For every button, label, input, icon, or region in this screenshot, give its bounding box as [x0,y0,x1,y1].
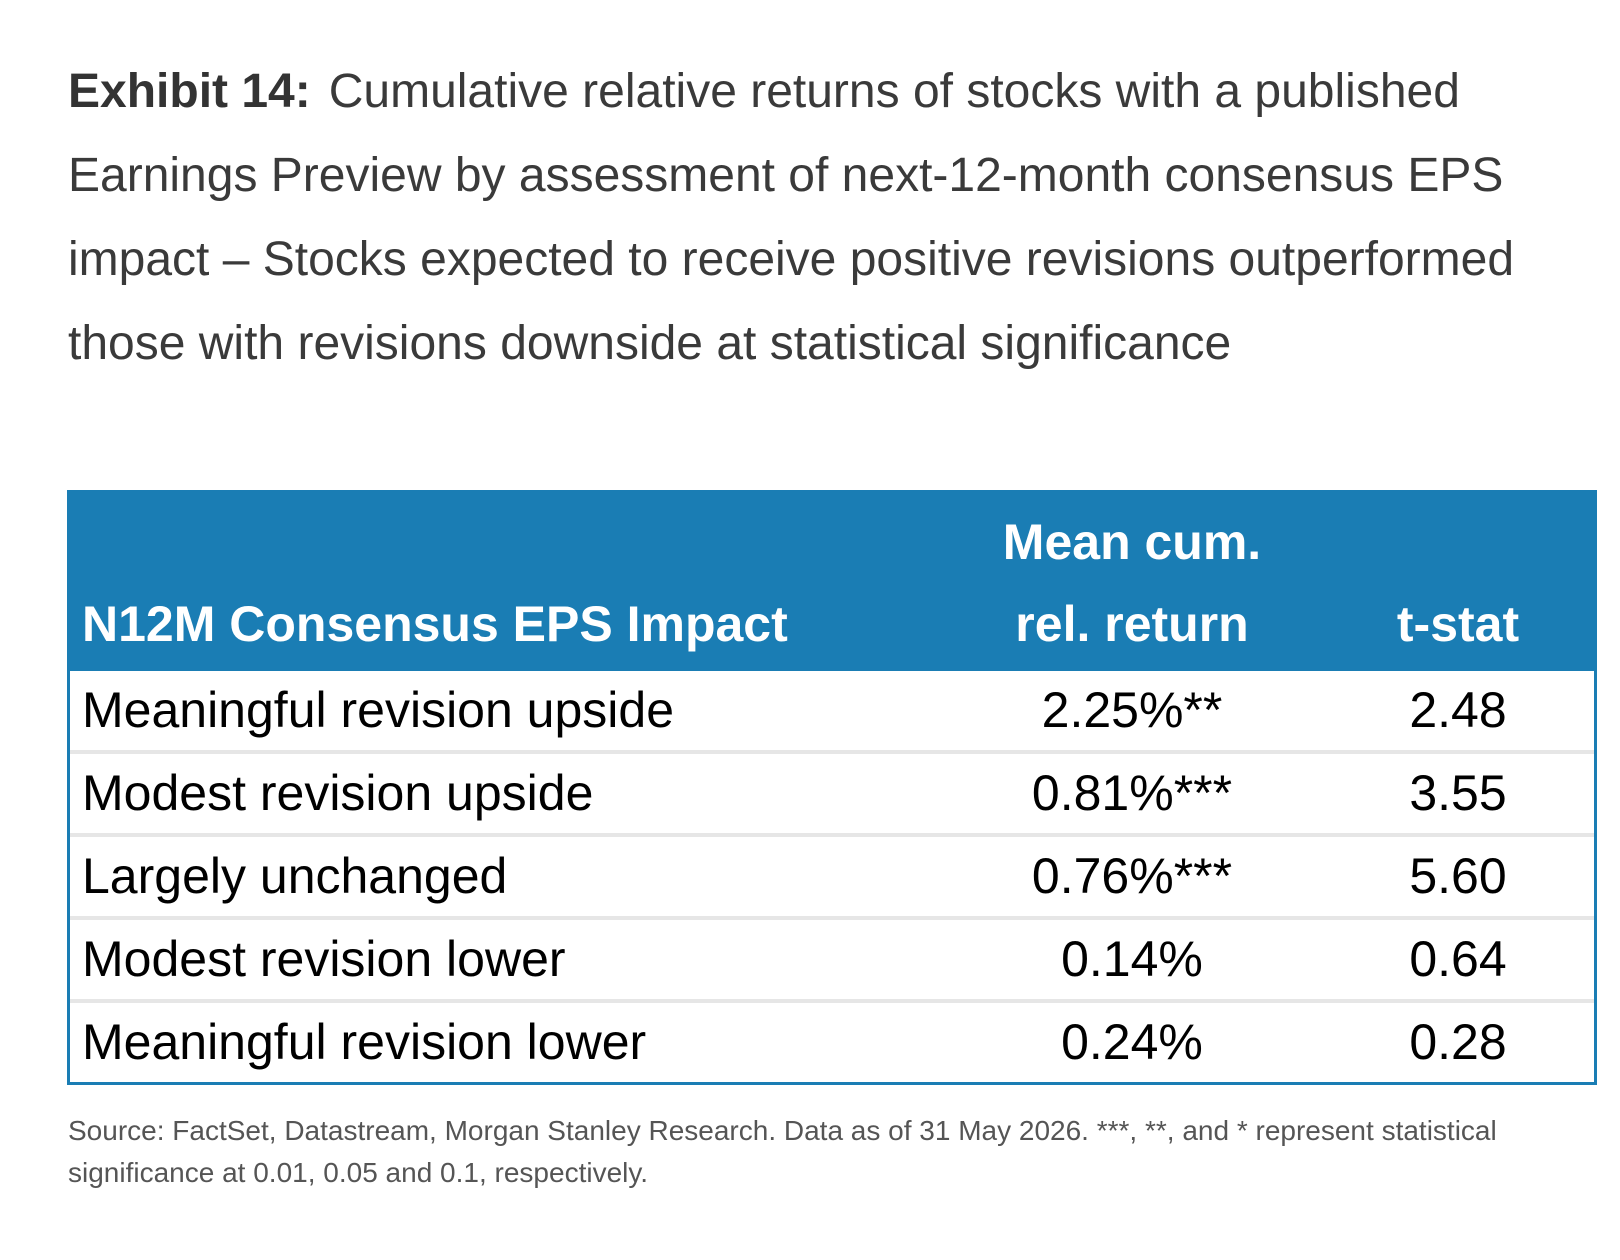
header-tstat: t-stat [1322,493,1594,671]
header-mean-return-line2: rel. return [1015,596,1249,652]
cell-tstat: 0.28 [1409,1014,1507,1070]
exhibit-title-text: Cumulative relative returns of stocks wi… [68,65,1515,370]
cell-impact: Modest revision lower [82,931,566,987]
table-row: Modest revision upside 0.81%*** 3.55 [70,752,1594,835]
table-header: N12M Consensus EPS Impact Mean cum. rel.… [70,493,1594,671]
results-table: N12M Consensus EPS Impact Mean cum. rel.… [70,493,1594,1082]
header-row: N12M Consensus EPS Impact Mean cum. rel.… [70,493,1594,671]
table-row: Meaningful revision lower 0.24% 0.28 [70,1001,1594,1082]
header-mean-return-line1: Mean cum. [1002,514,1262,570]
table-row: Modest revision lower 0.14% 0.64 [70,918,1594,1001]
cell-tstat: 5.60 [1409,848,1507,904]
cell-tstat: 2.48 [1409,682,1507,738]
exhibit-number: Exhibit 14: [68,65,311,118]
table-row: Largely unchanged 0.76%*** 5.60 [70,835,1594,918]
cell-mean-return: 0.14% [1061,931,1203,987]
cell-tstat: 0.64 [1409,931,1507,987]
cell-mean-return: 2.25%** [1041,682,1223,738]
source-note: Source: FactSet, Datastream, Morgan Stan… [68,1115,1497,1188]
header-eps-impact: N12M Consensus EPS Impact [70,493,942,671]
header-tstat-line2: t-stat [1396,596,1520,652]
cell-mean-return: 0.24% [1061,1014,1203,1070]
cell-impact: Meaningful revision upside [82,682,675,738]
cell-impact: Meaningful revision lower [82,1014,647,1070]
exhibit-title: Exhibit 14: Cumulative relative returns o… [68,50,1578,386]
cell-tstat: 3.55 [1409,765,1507,821]
cell-impact: Modest revision upside [82,765,594,821]
table-row: Meaningful revision upside 2.25%** 2.48 [70,671,1594,752]
cell-mean-return: 0.76%*** [1031,848,1233,904]
table-body: Meaningful revision upside 2.25%** 2.48 … [70,671,1594,1082]
cell-impact: Largely unchanged [82,848,508,904]
results-table-frame: N12M Consensus EPS Impact Mean cum. rel.… [67,490,1597,1085]
header-mean-return: Mean cum. rel. return [942,493,1322,671]
header-eps-impact-line2: N12M Consensus EPS Impact [82,596,788,652]
cell-mean-return: 0.81%*** [1031,765,1233,821]
